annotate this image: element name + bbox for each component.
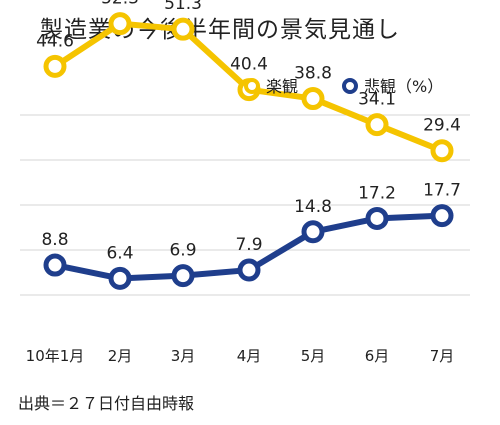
x-tick-label: 4月: [237, 347, 262, 365]
data-point: [108, 12, 132, 36]
source-note: 出典＝２７日付自由時報: [18, 394, 195, 413]
data-label: 6.9: [169, 241, 196, 261]
data-label: 17.2: [358, 183, 396, 203]
data-label: 44.6: [36, 31, 74, 51]
x-tick-label: 10年1月: [26, 347, 85, 365]
x-tick-label: 7月: [430, 347, 455, 365]
x-tick-label: 3月: [171, 347, 196, 365]
data-point: [43, 253, 67, 277]
legend-label: 悲観（%）: [364, 77, 443, 96]
x-tick-label: 5月: [301, 347, 326, 365]
data-label: 7.9: [235, 235, 262, 255]
x-tick-label: 6月: [365, 347, 390, 365]
legend-label: 楽観: [266, 77, 298, 96]
legend-marker: [244, 78, 260, 94]
data-label: 52.3: [101, 0, 139, 9]
data-point: [365, 113, 389, 137]
data-point: [237, 258, 261, 282]
x-tick-label: 2月: [108, 347, 133, 365]
data-point: [171, 17, 195, 41]
data-label: 34.1: [358, 90, 396, 110]
legend-marker: [342, 78, 358, 94]
data-label: 17.7: [423, 181, 461, 201]
data-point: [301, 87, 325, 111]
data-point: [430, 204, 454, 228]
data-point: [108, 266, 132, 290]
data-label: 51.3: [164, 0, 202, 14]
data-point: [365, 206, 389, 230]
data-label: 29.4: [423, 116, 461, 136]
data-label: 6.4: [106, 243, 133, 263]
data-point: [301, 220, 325, 244]
data-label: 8.8: [41, 230, 68, 250]
data-point: [171, 264, 195, 288]
data-label: 14.8: [294, 197, 332, 217]
data-point: [430, 139, 454, 163]
data-label: 38.8: [294, 64, 332, 84]
data-point: [43, 54, 67, 78]
data-label: 40.4: [230, 55, 268, 75]
